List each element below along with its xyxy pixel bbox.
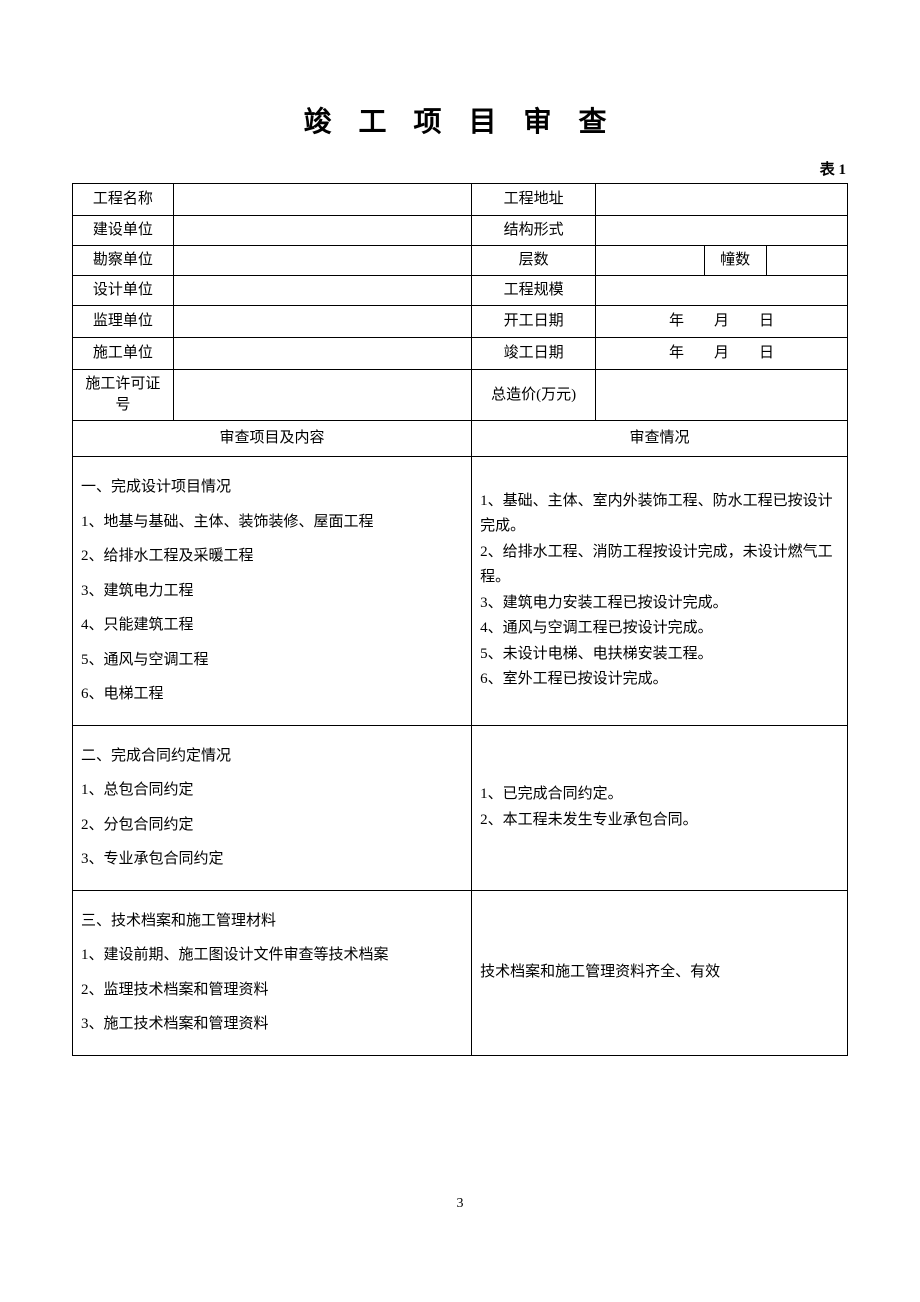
s1-l5: 5、通风与空调工程: [81, 646, 463, 675]
label-design-unit: 设计单位: [73, 276, 174, 306]
label-construction-unit: 施工单位: [73, 338, 174, 370]
label-start-date: 开工日期: [472, 306, 596, 338]
value-building-count: [766, 246, 847, 276]
s1-l4: 4、只能建筑工程: [81, 611, 463, 640]
s2-l1: 1、总包合同约定: [81, 776, 463, 805]
value-completion-date: 年 月 日: [596, 338, 848, 370]
s2-l2: 2、分包合同约定: [81, 811, 463, 840]
value-permit-number: [173, 370, 471, 421]
s1-r3: 4、通风与空调工程已按设计完成。: [480, 616, 839, 642]
header-row: 审查项目及内容 审查情况: [73, 421, 848, 457]
label-building-count: 幢数: [704, 246, 766, 276]
review-table: 工程名称 工程地址 建设单位 结构形式 勘察单位 层数 幢数 设计单位 工程规模…: [72, 183, 848, 1056]
label-completion-date: 竣工日期: [472, 338, 596, 370]
label-build-unit: 建设单位: [73, 216, 174, 246]
section3-right: 技术档案和施工管理资料齐全、有效: [472, 890, 848, 1055]
info-row: 勘察单位 层数 幢数: [73, 246, 848, 276]
value-start-date: 年 月 日: [596, 306, 848, 338]
info-row: 监理单位 开工日期 年 月 日: [73, 306, 848, 338]
s1-r0: 1、基础、主体、室内外装饰工程、防水工程已按设计完成。: [480, 489, 839, 540]
label-permit-number: 施工许可证号: [73, 370, 174, 421]
label-floors: 层数: [472, 246, 596, 276]
label-total-cost: 总造价(万元): [472, 370, 596, 421]
s3-l3: 3、施工技术档案和管理资料: [81, 1010, 463, 1039]
s1-l0: 一、完成设计项目情况: [81, 473, 463, 502]
s3-r0: 技术档案和施工管理资料齐全、有效: [480, 960, 839, 986]
s1-r5: 6、室外工程已按设计完成。: [480, 667, 839, 693]
label-supervision-unit: 监理单位: [73, 306, 174, 338]
label-project-name: 工程名称: [73, 184, 174, 216]
s1-l6: 6、电梯工程: [81, 680, 463, 709]
section-row: 三、技术档案和施工管理材料 1、建设前期、施工图设计文件审查等技术档案 2、监理…: [73, 890, 848, 1055]
section2-right: 1、已完成合同约定。 2、本工程未发生专业承包合同。: [472, 725, 848, 890]
label-project-scale: 工程规模: [472, 276, 596, 306]
value-structure-type: [596, 216, 848, 246]
info-row: 工程名称 工程地址: [73, 184, 848, 216]
value-build-unit: [173, 216, 471, 246]
s1-r4: 5、未设计电梯、电扶梯安装工程。: [480, 642, 839, 668]
s3-l0: 三、技术档案和施工管理材料: [81, 907, 463, 936]
info-row: 施工单位 竣工日期 年 月 日: [73, 338, 848, 370]
s1-l3: 3、建筑电力工程: [81, 577, 463, 606]
info-row: 施工许可证号 总造价(万元): [73, 370, 848, 421]
info-row: 设计单位 工程规模: [73, 276, 848, 306]
value-floors: [596, 246, 705, 276]
s1-l2: 2、给排水工程及采暖工程: [81, 542, 463, 571]
label-survey-unit: 勘察单位: [73, 246, 174, 276]
section-row: 二、完成合同约定情况 1、总包合同约定 2、分包合同约定 3、专业承包合同约定 …: [73, 725, 848, 890]
section1-left: 一、完成设计项目情况 1、地基与基础、主体、装饰装修、屋面工程 2、给排水工程及…: [73, 457, 472, 726]
s2-l3: 3、专业承包合同约定: [81, 845, 463, 874]
section3-left: 三、技术档案和施工管理材料 1、建设前期、施工图设计文件审查等技术档案 2、监理…: [73, 890, 472, 1055]
info-row: 建设单位 结构形式: [73, 216, 848, 246]
value-total-cost: [596, 370, 848, 421]
page-number: 3: [0, 1196, 920, 1212]
section1-right: 1、基础、主体、室内外装饰工程、防水工程已按设计完成。 2、给排水工程、消防工程…: [472, 457, 848, 726]
header-review-items: 审查项目及内容: [73, 421, 472, 457]
s3-l2: 2、监理技术档案和管理资料: [81, 976, 463, 1005]
section-row: 一、完成设计项目情况 1、地基与基础、主体、装饰装修、屋面工程 2、给排水工程及…: [73, 457, 848, 726]
label-project-address: 工程地址: [472, 184, 596, 216]
value-project-name: [173, 184, 471, 216]
section2-left: 二、完成合同约定情况 1、总包合同约定 2、分包合同约定 3、专业承包合同约定: [73, 725, 472, 890]
value-design-unit: [173, 276, 471, 306]
value-survey-unit: [173, 246, 471, 276]
value-project-scale: [596, 276, 848, 306]
value-construction-unit: [173, 338, 471, 370]
s1-r1: 2、给排水工程、消防工程按设计完成，未设计燃气工程。: [480, 540, 839, 591]
s1-l1: 1、地基与基础、主体、装饰装修、屋面工程: [81, 508, 463, 537]
s1-r2: 3、建筑电力安装工程已按设计完成。: [480, 591, 839, 617]
label-structure-type: 结构形式: [472, 216, 596, 246]
s3-l1: 1、建设前期、施工图设计文件审查等技术档案: [81, 941, 463, 970]
s2-r1: 2、本工程未发生专业承包合同。: [480, 808, 839, 834]
value-project-address: [596, 184, 848, 216]
header-review-status: 审查情况: [472, 421, 848, 457]
s2-l0: 二、完成合同约定情况: [81, 742, 463, 771]
page-title: 竣 工 项 目 审 查: [72, 100, 848, 140]
s2-r0: 1、已完成合同约定。: [480, 782, 839, 808]
value-supervision-unit: [173, 306, 471, 338]
table-number-label: 表 1: [72, 158, 848, 179]
